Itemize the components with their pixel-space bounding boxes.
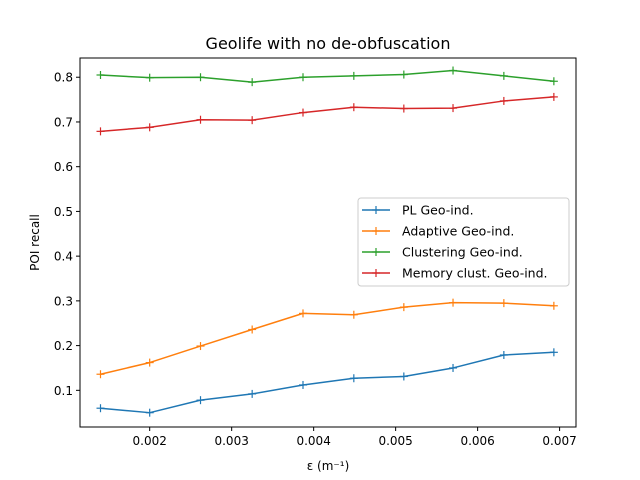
data-point <box>399 70 408 79</box>
data-point <box>349 103 358 112</box>
data-point <box>145 73 154 82</box>
y-axis-label: POI recall <box>28 214 42 271</box>
legend-item: Memory clust. Geo-ind. <box>362 266 548 281</box>
data-point <box>298 108 307 117</box>
data-point <box>248 78 257 87</box>
data-point <box>449 104 458 113</box>
series-line <box>100 351 554 414</box>
data-point <box>549 77 558 86</box>
data-point <box>449 66 458 75</box>
data-point <box>196 396 205 405</box>
chart-title: Geolife with no de-obfuscation <box>206 34 451 53</box>
data-point <box>248 389 257 398</box>
y-tick-label: 0.4 <box>54 250 73 264</box>
data-point <box>96 370 105 379</box>
data-point <box>549 92 558 101</box>
data-point <box>196 115 205 124</box>
data-point <box>196 342 205 351</box>
data-point <box>196 73 205 82</box>
data-point <box>145 358 154 367</box>
legend-label: Memory clust. Geo-ind. <box>402 266 548 281</box>
x-tick-label: 0.004 <box>296 434 330 448</box>
data-point <box>96 404 105 413</box>
legend-label: PL Geo-ind. <box>402 203 474 218</box>
data-point <box>549 301 558 310</box>
data-point <box>145 408 154 417</box>
series-4 <box>96 92 558 136</box>
legend-marker <box>372 206 380 214</box>
data-point <box>499 71 508 80</box>
legend-marker <box>372 227 380 235</box>
series-line <box>100 301 554 375</box>
x-tick-label: 0.002 <box>133 434 167 448</box>
data-point <box>399 372 408 381</box>
y-tick-label: 0.3 <box>54 294 73 308</box>
data-point <box>449 298 458 307</box>
legend: PL Geo-ind. Adaptive Geo-ind. Clustering G… <box>357 197 570 287</box>
data-point <box>349 310 358 319</box>
data-point <box>145 123 154 132</box>
x-tick-label: 0.005 <box>378 434 412 448</box>
legend-marker <box>372 248 380 256</box>
data-point <box>399 104 408 113</box>
series-line <box>100 69 554 83</box>
legend-box <box>357 197 570 287</box>
x-axis-label: ε (m⁻¹) <box>307 459 350 473</box>
data-point <box>349 71 358 80</box>
data-point <box>499 350 508 359</box>
series-1 <box>96 348 558 417</box>
data-point <box>96 127 105 136</box>
data-point <box>549 348 558 357</box>
ticks-layer: 0.002 0.003 0.004 0.005 0.006 0.007 0.1 0.2 0.3 0… <box>54 71 577 448</box>
series-layer <box>96 66 558 417</box>
legend-label: Adaptive Geo-ind. <box>402 224 514 239</box>
legend-item: Adaptive Geo-ind. <box>362 224 514 239</box>
data-point <box>449 363 458 372</box>
legend-marker <box>372 269 380 277</box>
series-line <box>100 96 554 133</box>
data-point <box>499 96 508 105</box>
data-point <box>499 299 508 308</box>
x-tick-label: 0.003 <box>214 434 248 448</box>
legend-item: PL Geo-ind. <box>362 203 474 218</box>
y-tick-label: 0.2 <box>54 339 73 353</box>
series-2 <box>96 298 558 379</box>
data-point <box>248 325 257 334</box>
data-point <box>399 303 408 312</box>
y-tick-label: 0.5 <box>54 205 73 219</box>
data-point <box>298 73 307 82</box>
legend-item: Clustering Geo-ind. <box>362 245 523 260</box>
y-tick-label: 0.7 <box>54 115 73 129</box>
data-point <box>298 380 307 389</box>
data-point <box>248 116 257 125</box>
plot-frame <box>79 57 577 428</box>
legend-label: Clustering Geo-ind. <box>402 245 523 260</box>
data-point <box>349 374 358 383</box>
y-tick-label: 0.6 <box>54 160 73 174</box>
data-point <box>298 309 307 318</box>
data-point <box>96 70 105 79</box>
y-tick-label: 0.8 <box>54 71 73 85</box>
x-tick-label: 0.007 <box>542 434 576 448</box>
series-3 <box>96 66 558 87</box>
x-tick-label: 0.006 <box>460 434 494 448</box>
y-tick-label: 0.1 <box>54 384 73 398</box>
